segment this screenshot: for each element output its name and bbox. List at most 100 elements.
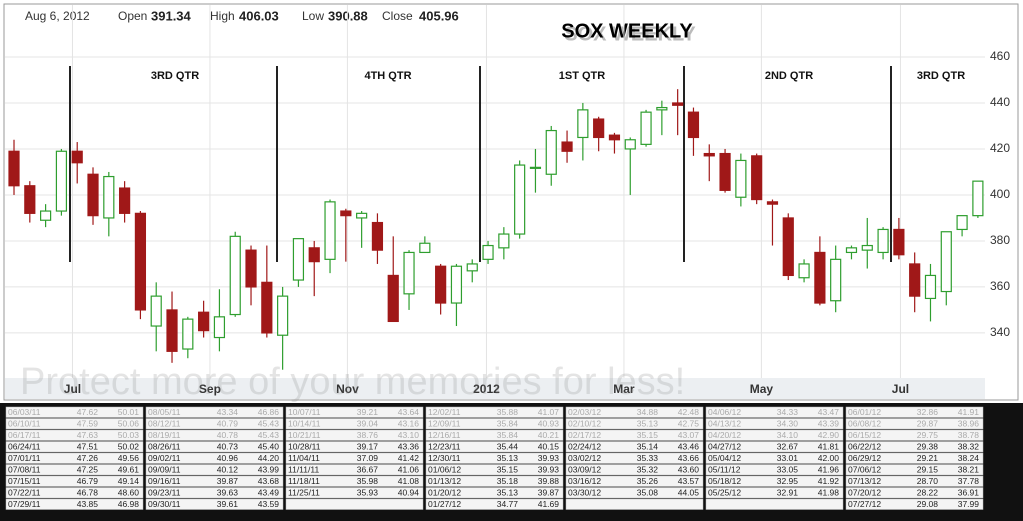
table-cell bbox=[845, 406, 984, 418]
table-date: 02/17/12 bbox=[568, 430, 601, 440]
candle-body bbox=[751, 155, 763, 201]
table-cell bbox=[145, 441, 284, 453]
table-date: 12/02/11 bbox=[428, 407, 461, 417]
table-date: 07/08/11 bbox=[8, 464, 41, 474]
table-cell bbox=[425, 406, 564, 418]
table-date: 09/23/11 bbox=[148, 487, 181, 497]
table-value: 39.61 bbox=[217, 499, 239, 509]
table-value: 40.94 bbox=[398, 487, 420, 497]
table-cell bbox=[5, 487, 144, 499]
table-date: 10/07/11 bbox=[288, 407, 321, 417]
candle-body bbox=[782, 217, 794, 277]
table-value: 39.17 bbox=[357, 441, 379, 451]
table-value: 33.05 bbox=[777, 464, 799, 474]
table-value: 47.51 bbox=[77, 441, 99, 451]
table-cell bbox=[845, 464, 984, 476]
table-value: 32.86 bbox=[917, 407, 939, 417]
table-cell bbox=[425, 475, 564, 487]
table-value: 38.24 bbox=[958, 453, 980, 463]
quarter-label: 1ST QTR bbox=[559, 70, 606, 82]
title-shadow: SOX WEEKLY bbox=[564, 23, 696, 45]
table-value: 40.79 bbox=[217, 418, 239, 428]
table-cell bbox=[285, 429, 424, 441]
table-date: 06/01/12 bbox=[848, 407, 881, 417]
table-value: 43.46 bbox=[678, 441, 700, 451]
table-date: 07/13/12 bbox=[848, 476, 881, 486]
table-cell bbox=[5, 429, 144, 441]
table-value: 43.34 bbox=[217, 407, 239, 417]
table-date: 12/30/11 bbox=[428, 453, 461, 463]
table-cell bbox=[845, 429, 984, 441]
header-open-label: Open bbox=[118, 9, 147, 23]
candle-body bbox=[545, 129, 557, 175]
candle-body bbox=[672, 102, 684, 106]
table-date: 02/03/12 bbox=[568, 407, 601, 417]
table-cell bbox=[145, 498, 284, 510]
table-value: 34.10 bbox=[777, 430, 799, 440]
table-value: 43.57 bbox=[678, 476, 700, 486]
table-value: 47.63 bbox=[77, 430, 99, 440]
table-date: 08/05/11 bbox=[148, 407, 181, 417]
table-value: 35.13 bbox=[497, 453, 519, 463]
table-value: 29.21 bbox=[917, 453, 939, 463]
table-cell bbox=[425, 441, 564, 453]
table-date: 06/24/11 bbox=[8, 441, 41, 451]
candle-body bbox=[24, 185, 36, 214]
candle-body bbox=[577, 109, 589, 139]
table-cell bbox=[425, 487, 564, 499]
table-date: 07/22/11 bbox=[8, 487, 41, 497]
table-date: 06/08/12 bbox=[848, 418, 881, 428]
table-cell bbox=[425, 418, 564, 430]
table-value: 46.98 bbox=[118, 499, 140, 509]
candle-body bbox=[229, 235, 241, 316]
table-value: 33.01 bbox=[777, 453, 799, 463]
table-cell bbox=[145, 406, 284, 418]
candle-body bbox=[103, 175, 115, 219]
table-value: 35.08 bbox=[637, 487, 659, 497]
table-cell bbox=[565, 475, 704, 487]
table-date: 05/25/12 bbox=[708, 487, 741, 497]
y-tick-label: 440 bbox=[990, 95, 1010, 109]
candle-body bbox=[261, 281, 273, 334]
table-cell bbox=[5, 441, 144, 453]
table-value: 39.21 bbox=[357, 407, 379, 417]
table-value: 50.06 bbox=[118, 418, 140, 428]
table-cell bbox=[565, 429, 704, 441]
table-value: 37.99 bbox=[958, 499, 980, 509]
table-value: 29.15 bbox=[917, 464, 939, 474]
table-cell bbox=[285, 441, 424, 453]
table-date: 06/03/11 bbox=[8, 407, 41, 417]
candle-body bbox=[703, 152, 715, 157]
table-value: 43.36 bbox=[398, 441, 420, 451]
table-cell bbox=[5, 418, 144, 430]
candle-body bbox=[419, 242, 431, 254]
table-date: 06/15/12 bbox=[848, 430, 881, 440]
table-value: 43.64 bbox=[398, 407, 420, 417]
header-low-label: Low bbox=[302, 9, 324, 23]
table-date: 04/06/12 bbox=[708, 407, 741, 417]
table-value: 49.14 bbox=[118, 476, 140, 486]
candle-body bbox=[450, 265, 463, 304]
table-date: 06/10/11 bbox=[8, 418, 41, 428]
table-value: 40.12 bbox=[217, 464, 239, 474]
table-value: 44.20 bbox=[258, 453, 280, 463]
table-value: 38.96 bbox=[958, 418, 980, 428]
candle-body bbox=[134, 212, 147, 311]
candle-body bbox=[55, 150, 68, 212]
candle-body bbox=[656, 106, 668, 111]
table-cell bbox=[285, 452, 424, 464]
table-cell bbox=[145, 475, 284, 487]
candle-body bbox=[292, 238, 305, 281]
table-cell bbox=[5, 406, 144, 418]
table-value: 35.84 bbox=[497, 430, 519, 440]
table-value: 41.69 bbox=[538, 499, 560, 509]
candle-body bbox=[766, 201, 779, 205]
table-value: 29.38 bbox=[917, 441, 939, 451]
x-tick-label: 2012 bbox=[473, 382, 500, 396]
table-value: 41.92 bbox=[818, 476, 840, 486]
table-cell bbox=[705, 464, 844, 476]
table-value: 41.07 bbox=[538, 407, 560, 417]
table-cell bbox=[705, 475, 844, 487]
candle-body bbox=[909, 263, 921, 297]
table-cell bbox=[565, 487, 704, 499]
